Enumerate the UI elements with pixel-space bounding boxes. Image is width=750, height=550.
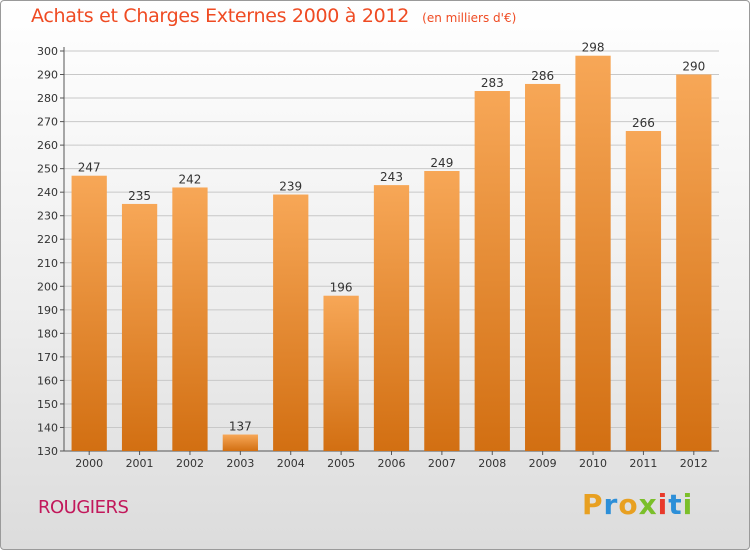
data-label-2010: 298 [582, 41, 605, 55]
y-tick-label: 260 [37, 139, 58, 152]
bar-2000 [71, 175, 107, 452]
bar-2005 [323, 295, 359, 451]
x-tick-label-2001: 2001 [126, 457, 154, 470]
bar-2002 [172, 187, 208, 451]
data-label-2008: 283 [481, 76, 504, 90]
bar-2003 [222, 434, 258, 451]
data-label-2003: 137 [229, 420, 252, 434]
data-label-2006: 243 [380, 170, 403, 184]
bar-2011 [625, 131, 662, 451]
y-tick-label: 170 [37, 351, 58, 364]
logo-letter: o [618, 488, 639, 521]
logo-letter: t [668, 488, 683, 521]
logo-letter: i [657, 488, 669, 521]
data-label-2001: 235 [128, 189, 151, 203]
y-tick-label: 180 [37, 327, 58, 340]
x-tick-labels: 2000 2001 2002 2003 2004 2005 2006 2007 2008 2009… [75, 457, 708, 470]
bar-2001 [121, 203, 158, 451]
x-tick-label-2007: 2007 [428, 457, 456, 470]
bar-2008 [474, 91, 510, 451]
bar-2007 [424, 171, 460, 451]
x-tick-label-2003: 2003 [226, 457, 254, 470]
y-tick-label: 300 [37, 45, 58, 58]
y-tick-label: 150 [37, 398, 58, 411]
y-tick-label: 280 [37, 92, 58, 105]
x-tick-label-2000: 2000 [75, 457, 103, 470]
bar-2009 [525, 83, 561, 452]
y-tick-label: 290 [37, 69, 58, 82]
y-tick-label: 240 [37, 186, 58, 199]
bar-2010 [575, 55, 611, 452]
x-tick-label-2004: 2004 [277, 457, 305, 470]
data-label-2009: 286 [531, 69, 554, 83]
logo-letter: i [682, 488, 694, 521]
y-tick-label: 270 [37, 116, 58, 129]
proxiti-logo: Proxiti [582, 488, 693, 521]
y-tick-labels: 130 140 150 160 170 180 190 200 210 220 230 240 250 2… [37, 45, 58, 458]
chart-title-text: Achats et Charges Externes 2000 à 2012 [31, 5, 410, 27]
x-tick-label-2006: 2006 [378, 457, 406, 470]
y-tick-label: 140 [37, 421, 58, 434]
commune-name: ROUGIERS [38, 497, 129, 518]
data-label-2011: 266 [632, 116, 655, 130]
data-label-2012: 290 [682, 60, 705, 74]
chart-subtitle: (en milliers d'€) [422, 11, 517, 25]
y-tick-label: 220 [37, 233, 58, 246]
data-label-2000: 247 [78, 161, 101, 175]
x-tick-label-2008: 2008 [478, 457, 506, 470]
y-tick-label: 200 [37, 280, 58, 293]
y-tick-label: 250 [37, 163, 58, 176]
data-label-2002: 242 [179, 172, 202, 186]
y-tick-label: 190 [37, 304, 58, 317]
logo-letter: x [638, 488, 658, 521]
logo-letter: P [582, 488, 604, 521]
x-tick-label-2009: 2009 [529, 457, 557, 470]
x-tick-label-2012: 2012 [680, 457, 708, 470]
data-label-2005: 196 [330, 281, 353, 295]
bars [71, 55, 712, 452]
data-labels: 247 235 242 137 239 196 243 249 283 286 298 266 290 [78, 41, 706, 434]
y-tick-label: 130 [37, 445, 58, 458]
data-label-2007: 249 [430, 156, 453, 170]
data-label-2004: 239 [279, 180, 302, 194]
chart-title: Achats et Charges Externes 2000 à 2012 (… [31, 5, 516, 27]
x-tick-label-2005: 2005 [327, 457, 355, 470]
logo-letter: r [603, 488, 619, 521]
x-tick-label-2002: 2002 [176, 457, 204, 470]
bar-2006 [373, 185, 410, 451]
y-tick-label: 160 [37, 374, 58, 387]
bar-2012 [676, 74, 712, 451]
y-tick-label: 230 [37, 210, 58, 223]
x-tick-label-2010: 2010 [579, 457, 607, 470]
x-tick-label-2011: 2011 [629, 457, 657, 470]
y-tick-label: 210 [37, 257, 58, 270]
bar-2004 [273, 194, 309, 451]
